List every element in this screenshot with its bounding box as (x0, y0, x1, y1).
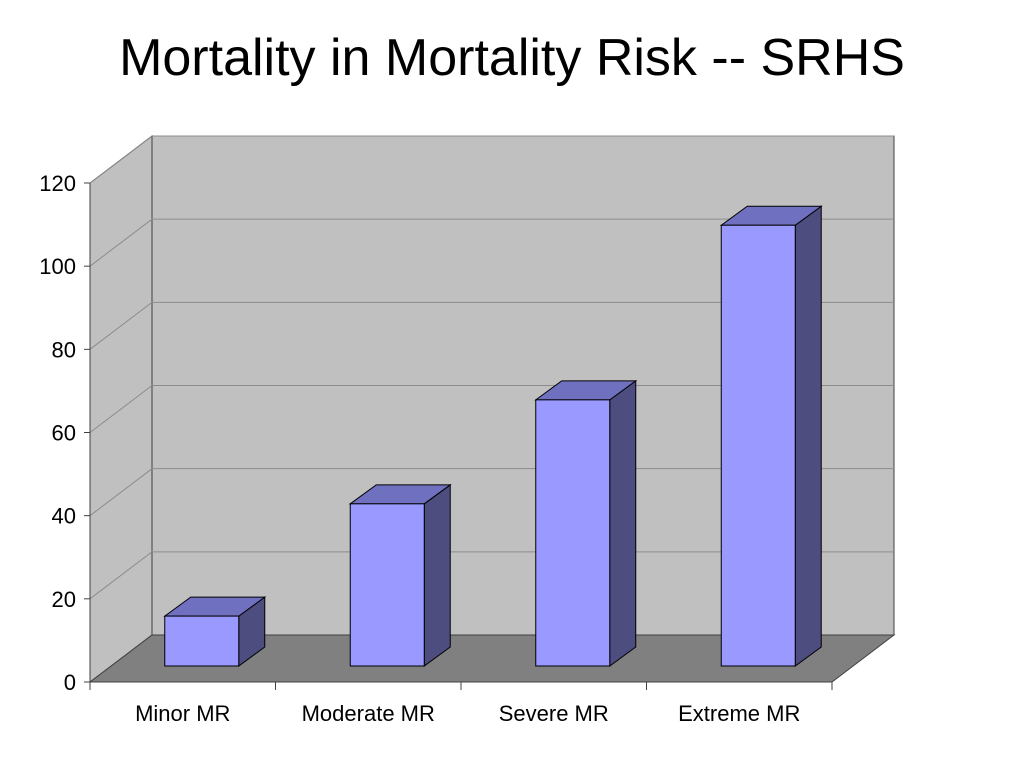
x-tick-label: Moderate MR (302, 701, 435, 726)
bar-front (535, 399, 611, 667)
x-tick-label: Minor MR (135, 701, 230, 726)
y-tick-label: 40 (52, 504, 76, 529)
gridline (89, 385, 894, 433)
x-tick-label: Severe MR (499, 701, 609, 726)
x-axis: Minor MR Moderate MR Severe MR Extreme MR (89, 681, 833, 726)
chart-title: Mortality in Mortality Risk -- SRHS (119, 29, 905, 87)
gridline (89, 468, 894, 517)
gridlines (89, 135, 894, 600)
bar-side (794, 205, 822, 667)
gridline (89, 218, 894, 267)
bar-side (423, 483, 451, 667)
y-tick-label: 100 (39, 254, 76, 279)
bar (719, 205, 823, 667)
bar-front (349, 503, 425, 667)
bar-front (164, 615, 240, 667)
bar-front (720, 224, 796, 667)
y-tick-label: 120 (39, 171, 76, 196)
gridline (89, 551, 894, 600)
gridline (89, 301, 894, 350)
y-tick-label: 60 (52, 421, 76, 446)
bar (534, 379, 638, 667)
y-tick-label: 80 (52, 337, 76, 362)
bars (163, 205, 823, 667)
y-tick-label: 20 (52, 587, 76, 612)
bar (348, 483, 452, 667)
gridline (89, 135, 894, 184)
bar-side (609, 379, 637, 667)
bar (163, 596, 267, 667)
x-tick-label: Extreme MR (678, 701, 800, 726)
y-tick-label: 0 (64, 670, 76, 695)
y-axis: 0 20 40 60 80 100 120 (39, 171, 91, 695)
